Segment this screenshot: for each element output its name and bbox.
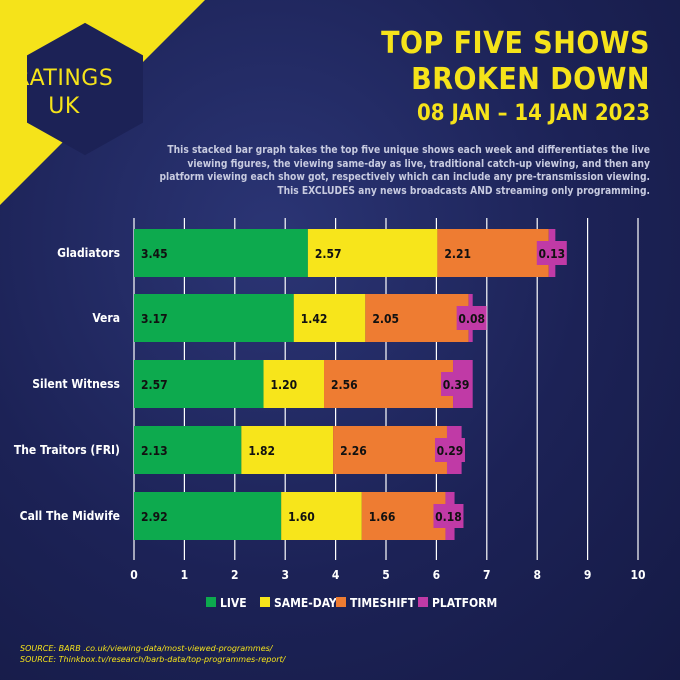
platform-label-box (434, 438, 465, 462)
bar-segment-live (134, 360, 264, 408)
value-label: 1.60 (288, 510, 315, 524)
category-label: Vera (92, 311, 120, 325)
value-label: 0.08 (458, 312, 485, 326)
value-label: 3.17 (141, 312, 168, 326)
bar-segment-live (134, 492, 282, 540)
legend-swatch-same-day (260, 597, 270, 607)
value-label: 1.82 (248, 444, 275, 458)
value-label: 1.66 (369, 510, 396, 524)
bar-segment-timeshift (361, 492, 446, 540)
source-barb: SOURCE: BARB .co.uk/viewing-data/most-vi… (20, 644, 273, 653)
value-label: 2.57 (315, 247, 342, 261)
bar-segment-timeshift (324, 360, 454, 408)
platform-label-box (433, 504, 464, 528)
legend-swatch-timeshift (336, 597, 346, 607)
x-tick-label: 8 (533, 568, 541, 582)
x-tick-label: 2 (231, 568, 239, 582)
bar-segment-timeshift (437, 229, 549, 277)
category-label: Call The Midwife (20, 509, 120, 523)
chart-title-line-2: BROKEN DOWN (411, 62, 650, 97)
date-range: 08 JAN – 14 JAN 2023 (417, 101, 650, 126)
legend-label: SAME-DAY (274, 596, 337, 610)
chart-description: This stacked bar graph takes the top fiv… (159, 145, 651, 197)
bar-segment-same-day (307, 229, 438, 277)
value-label: 2.13 (141, 444, 168, 458)
x-tick-label: 0 (130, 568, 138, 582)
value-label: 2.26 (340, 444, 367, 458)
x-tick-label: 4 (332, 568, 340, 582)
bars (134, 229, 567, 540)
value-label: 2.92 (141, 510, 168, 524)
platform-label-box (441, 372, 472, 396)
legend: LIVE SAME-DAY TIMESHIFT PLATFORM (206, 596, 497, 610)
x-tick-label: 7 (483, 568, 491, 582)
category-label: Gladiators (57, 246, 120, 260)
legend-swatch-live (206, 597, 216, 607)
value-label: 0.18 (435, 510, 462, 524)
logo-text-uk: UK (48, 94, 80, 119)
legend-label: TIMESHIFT (350, 596, 416, 610)
bar-segment-same-day (293, 294, 366, 342)
legend-label: PLATFORM (432, 596, 497, 610)
value-label: 0.13 (538, 247, 565, 261)
bar-segment-same-day (241, 426, 334, 474)
legend-swatch-platform (418, 597, 428, 607)
value-label: 0.39 (443, 378, 470, 392)
value-label: 3.45 (141, 247, 168, 261)
bar-segment-live (134, 294, 294, 342)
bar-segment-same-day (263, 360, 325, 408)
value-label: 0.29 (437, 444, 464, 458)
platform-label-box (536, 241, 567, 265)
value-label: 2.57 (141, 378, 168, 392)
category-label: The Traitors (FRI) (14, 443, 120, 457)
bar-segment-same-day (281, 492, 362, 540)
x-tick-label: 1 (181, 568, 189, 582)
bar-segment-live (134, 426, 242, 474)
labels: Gladiators 3.45 2.57 2.21 0.13 Vera 3.17 1.42 2.… (14, 246, 646, 582)
value-label: 1.42 (301, 312, 328, 326)
bar-segment-live (134, 229, 308, 277)
chart-title-line-1: TOP FIVE SHOWS (381, 26, 650, 61)
x-tick-label: 5 (382, 568, 390, 582)
sources: SOURCE: BARB .co.uk/viewing-data/most-vi… (20, 644, 285, 665)
category-label: Silent Witness (32, 377, 120, 391)
value-label: 2.56 (331, 378, 358, 392)
x-tick-label: 6 (433, 568, 441, 582)
bar-segment-timeshift (333, 426, 447, 474)
value-label: 2.21 (444, 247, 471, 261)
x-tick-label: 10 (630, 568, 645, 582)
source-thinkbox: SOURCE: Thinkbox.tv/research/barb-data/t… (20, 654, 286, 664)
value-label: 2.05 (372, 312, 399, 326)
x-tick-label: 3 (281, 568, 289, 582)
ratings-uk-logo (27, 22, 143, 156)
x-tick-label: 9 (584, 568, 592, 582)
bar-segment-timeshift (365, 294, 469, 342)
legend-label: LIVE (220, 596, 247, 610)
value-label: 1.20 (271, 378, 298, 392)
logo-text-ratings: RATINGS (14, 66, 114, 91)
platform-label-box (456, 306, 487, 330)
